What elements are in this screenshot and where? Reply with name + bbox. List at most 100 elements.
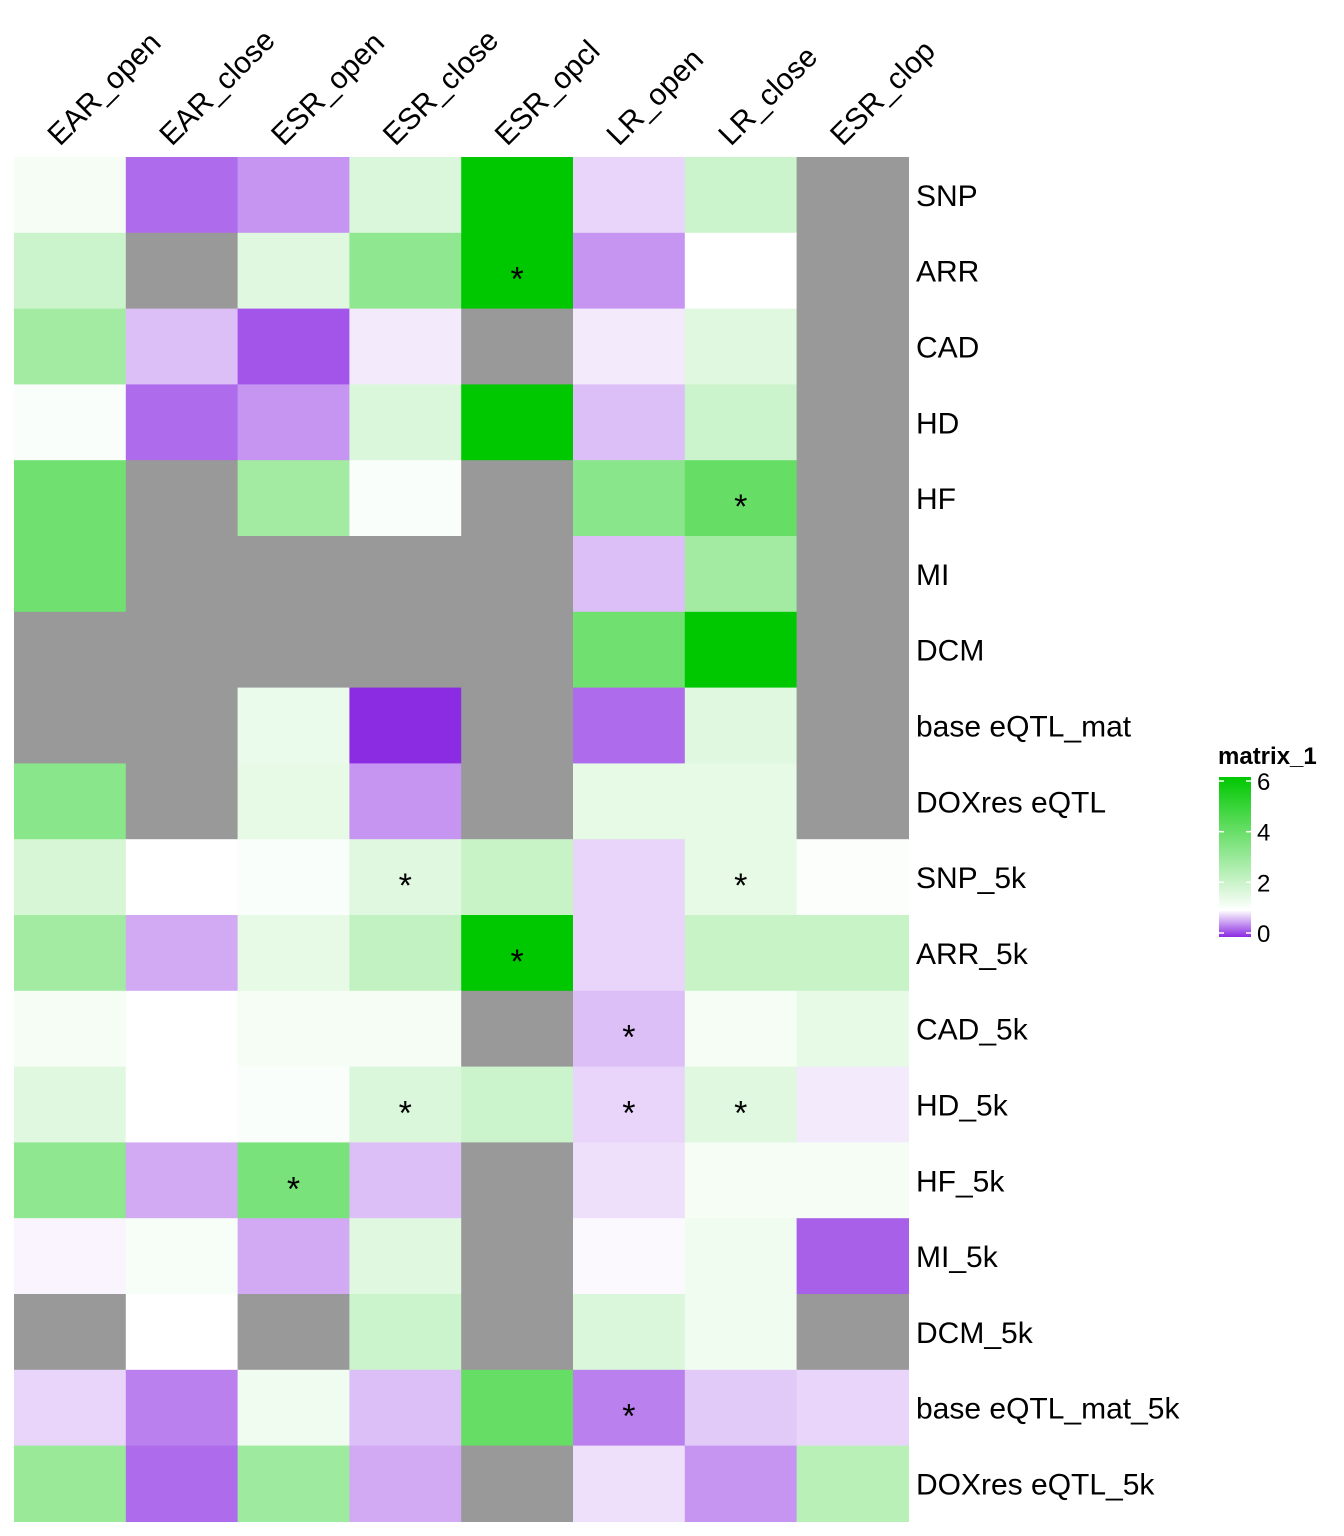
heatmap-cell <box>796 1218 909 1295</box>
heatmap-cell <box>125 611 239 689</box>
heatmap-cell <box>796 1445 909 1522</box>
heatmap-cell <box>125 763 239 840</box>
heatmap-cell <box>461 157 574 234</box>
heatmap-cell <box>349 1445 462 1522</box>
row-label: ARR <box>916 256 979 289</box>
heatmap-cell <box>684 1445 798 1522</box>
column-label: EAR_close <box>153 24 281 152</box>
column-label: ESR_opcl <box>489 34 607 152</box>
heatmap-cell <box>796 915 909 992</box>
heatmap-cell <box>796 1066 909 1143</box>
heatmap-cell <box>14 384 127 461</box>
heatmap-cell <box>349 1218 462 1295</box>
heatmap-cell <box>573 232 686 310</box>
heatmap-cell <box>461 1369 574 1447</box>
heatmap-cell <box>684 1369 798 1447</box>
heatmap-cell <box>684 1066 798 1143</box>
row-label: base eQTL_mat <box>916 711 1132 744</box>
row-label: MI_5k <box>916 1241 999 1274</box>
heatmap-cell <box>14 687 127 764</box>
heatmap-cell <box>349 915 462 992</box>
column-labels: EAR_openEAR_closeESR_openESR_closeESR_op… <box>42 24 942 152</box>
heatmap-cell <box>237 536 350 613</box>
heatmap-cell <box>461 384 574 461</box>
significance-star: * <box>622 1095 635 1133</box>
heatmap-cell <box>349 611 462 689</box>
heatmap-cell <box>461 1142 574 1219</box>
heatmap-cell <box>573 1294 686 1371</box>
heatmap-cell <box>237 687 350 764</box>
heatmap-cell <box>796 536 909 613</box>
heatmap-cell <box>796 384 909 461</box>
heatmap-cell <box>573 763 686 840</box>
heatmap-cell <box>125 308 239 385</box>
column-label: LR_close <box>712 40 824 152</box>
heatmap-cell <box>237 1142 350 1219</box>
heatmap-cell <box>573 990 686 1068</box>
heatmap-cell <box>237 611 350 689</box>
row-label: SNP <box>916 180 978 213</box>
heatmap-cell <box>14 1142 127 1219</box>
heatmap-cell <box>349 308 462 385</box>
heatmap-cell <box>349 232 462 310</box>
heatmap-cell <box>573 1369 686 1447</box>
heatmap-cell <box>125 1294 239 1371</box>
heatmap-cell <box>684 536 798 613</box>
heatmap-cell <box>125 384 239 461</box>
column-label: ESR_open <box>265 26 391 152</box>
heatmap-cell <box>349 990 462 1068</box>
heatmap-cell <box>237 1066 350 1143</box>
heatmap-cell <box>573 839 686 916</box>
heatmap-cell <box>573 384 686 461</box>
heatmap-cell <box>14 611 127 689</box>
heatmap-cell <box>237 384 350 461</box>
significance-star: * <box>734 1095 747 1133</box>
heatmap-cell <box>349 1369 462 1447</box>
heatmap-cell <box>684 990 798 1068</box>
heatmap-cell <box>14 1445 127 1522</box>
heatmap-cell <box>573 536 686 613</box>
legend-title: matrix_1 <box>1218 743 1317 770</box>
row-label: HF <box>916 483 956 516</box>
heatmap-cell <box>14 839 127 916</box>
heatmap-cell <box>125 460 239 537</box>
heatmap-cell <box>461 232 574 310</box>
column-label: ESR_close <box>377 24 505 152</box>
heatmap-cell <box>14 232 127 310</box>
significance-star: * <box>622 1398 635 1436</box>
heatmap-cell <box>14 990 127 1068</box>
heatmap-cells <box>14 157 909 1522</box>
row-label: base eQTL_mat_5k <box>916 1393 1180 1426</box>
heatmap-cell <box>14 1369 127 1447</box>
row-label: HF_5k <box>916 1165 1005 1198</box>
heatmap-cell <box>125 1445 239 1522</box>
heatmap-cell <box>573 460 686 537</box>
heatmap-cell <box>125 1142 239 1219</box>
color-legend: matrix_1 0 2 4 6 <box>1218 743 1317 948</box>
heatmap-cell <box>684 763 798 840</box>
heatmap-cell <box>14 1218 127 1295</box>
heatmap-cell <box>684 611 798 689</box>
row-label: CAD <box>916 332 979 365</box>
column-label: ESR_clop <box>824 34 942 152</box>
heatmap-cell <box>796 1142 909 1219</box>
row-label: DCM_5k <box>916 1317 1034 1350</box>
significance-star: * <box>734 488 747 526</box>
heatmap-cell <box>796 1294 909 1371</box>
row-label: ARR_5k <box>916 938 1029 971</box>
heatmap-cell <box>461 1294 574 1371</box>
heatmap-cell <box>125 232 239 310</box>
heatmap-cell <box>684 308 798 385</box>
heatmap-cell <box>573 687 686 764</box>
heatmap-cell <box>14 308 127 385</box>
heatmap-cell <box>125 536 239 613</box>
heatmap-cell <box>461 1445 574 1522</box>
column-label: LR_open <box>601 43 710 152</box>
heatmap-cell <box>796 308 909 385</box>
heatmap-cell <box>125 687 239 764</box>
heatmap-cell <box>796 157 909 234</box>
heatmap-cell <box>349 687 462 764</box>
heatmap-cell <box>461 308 574 385</box>
heatmap-cell <box>14 536 127 613</box>
